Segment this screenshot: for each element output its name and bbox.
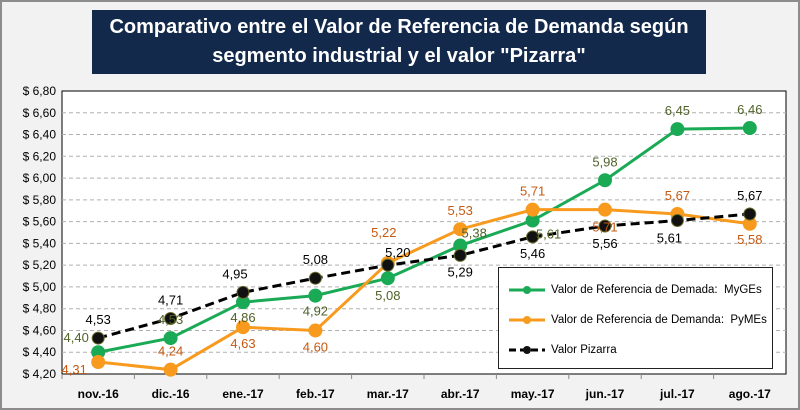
y-tick-label: $ 6,00 <box>23 171 57 185</box>
data-point <box>525 202 540 217</box>
series-line-2 <box>97 212 750 340</box>
data-label: 5,29 <box>448 264 473 279</box>
data-point <box>526 230 540 244</box>
data-point <box>380 271 395 286</box>
legend-item-pizarra: Valor Pizarra <box>507 342 617 358</box>
y-tick-label: $ 4,20 <box>23 367 57 381</box>
legend-item-mygES: Valor de Referencia de Demada: MyGEs <box>507 282 762 298</box>
y-tick-label: $ 4,80 <box>23 302 57 316</box>
data-label: 5,58 <box>737 232 762 247</box>
y-tick-label: $ 5,00 <box>23 280 57 294</box>
data-label: 6,45 <box>665 103 690 118</box>
data-point <box>742 121 757 136</box>
x-tick-label: feb.-17 <box>296 387 335 401</box>
data-point <box>163 331 178 346</box>
data-label: 5,61 <box>657 231 682 246</box>
data-label: 4,63 <box>230 336 255 351</box>
data-label: 4,40 <box>64 330 89 345</box>
data-label: 5,22 <box>371 225 396 240</box>
data-point <box>308 288 323 303</box>
data-point <box>453 222 468 237</box>
chart-title: Comparativo entre el Valor de Referencia… <box>92 10 706 74</box>
data-point <box>236 320 250 335</box>
y-tick-label: $ 6,20 <box>23 149 57 163</box>
data-point <box>91 331 105 345</box>
data-label: 5,67 <box>665 188 690 203</box>
data-label: 5,98 <box>592 154 617 169</box>
data-label: 5,20 <box>385 245 410 260</box>
y-tick-label: $ 6,80 <box>23 84 57 98</box>
data-label: 5,46 <box>520 246 545 261</box>
data-point <box>670 214 684 228</box>
data-label: 6,46 <box>737 102 762 117</box>
legend-label: Valor de Referencia de Demada: MyGEs <box>551 284 762 296</box>
y-tick-label: $ 5,80 <box>23 193 57 207</box>
data-point <box>598 173 612 188</box>
data-point <box>743 207 757 221</box>
data-label: 4,95 <box>222 266 247 281</box>
x-tick-label: dic.-16 <box>152 387 190 401</box>
data-point <box>598 202 612 217</box>
data-point <box>670 122 685 137</box>
data-label: 5,08 <box>303 252 328 267</box>
y-tick-label: $ 4,40 <box>23 345 57 359</box>
data-point <box>598 219 612 233</box>
data-point <box>453 248 467 262</box>
series-line-0 <box>97 126 750 354</box>
data-point <box>381 258 395 272</box>
data-label: 4,86 <box>230 310 255 325</box>
data-point <box>308 323 323 338</box>
data-label: 4,53 <box>86 312 111 327</box>
legend-marker-pizarra <box>509 346 545 354</box>
y-tick-label: $ 4,60 <box>23 323 57 337</box>
data-label: 5,71 <box>520 184 545 199</box>
x-tick-label: ago.-17 <box>729 387 771 401</box>
data-point <box>163 362 178 377</box>
data-point <box>236 285 250 299</box>
x-tick-label: jul.-17 <box>659 387 695 401</box>
x-tick-label: jun.-17 <box>585 387 625 401</box>
data-label: 5,53 <box>448 203 473 218</box>
y-tick-label: $ 5,60 <box>23 215 57 229</box>
data-label: 5,67 <box>737 188 762 203</box>
x-tick-label: mar.-17 <box>367 387 409 401</box>
legend: Valor de Referencia de Demada: MyGEs Val… <box>498 267 773 369</box>
data-point <box>91 355 106 370</box>
y-tick-label: $ 5,40 <box>23 236 57 250</box>
data-label: 4,92 <box>303 304 328 319</box>
data-label: 4,31 <box>62 362 87 377</box>
data-point <box>308 271 322 285</box>
data-label: 5,08 <box>375 288 400 303</box>
data-label: 4,24 <box>158 344 183 359</box>
y-tick-label: $ 6,60 <box>23 106 57 120</box>
y-tick-label: $ 6,40 <box>23 128 57 142</box>
x-tick-label: abr.-17 <box>441 387 480 401</box>
data-label: 4,53 <box>158 312 183 327</box>
data-label: 5,71 <box>592 220 617 235</box>
series-line-1 <box>98 208 751 372</box>
y-tick-label: $ 5,20 <box>23 258 57 272</box>
x-tick-label: nov.-16 <box>78 387 119 401</box>
data-label: 5,61 <box>536 227 561 242</box>
legend-item-pymes: Valor de Referencia de Demanda: PyMEs <box>507 312 767 328</box>
legend-label: Valor de Referencia de Demanda: PyMEs <box>551 314 767 326</box>
legend-marker-pymes <box>509 316 545 324</box>
x-tick-label: ene.-17 <box>222 387 264 401</box>
legend-marker-mygES <box>509 286 545 294</box>
data-label: 5,38 <box>462 226 487 241</box>
data-label: 4,60 <box>303 339 328 354</box>
legend-label: Valor Pizarra <box>551 344 617 356</box>
data-point <box>164 311 178 325</box>
data-label: 5,56 <box>592 236 617 251</box>
x-tick-label: may.-17 <box>511 387 555 401</box>
data-label: 4,71 <box>158 292 183 307</box>
